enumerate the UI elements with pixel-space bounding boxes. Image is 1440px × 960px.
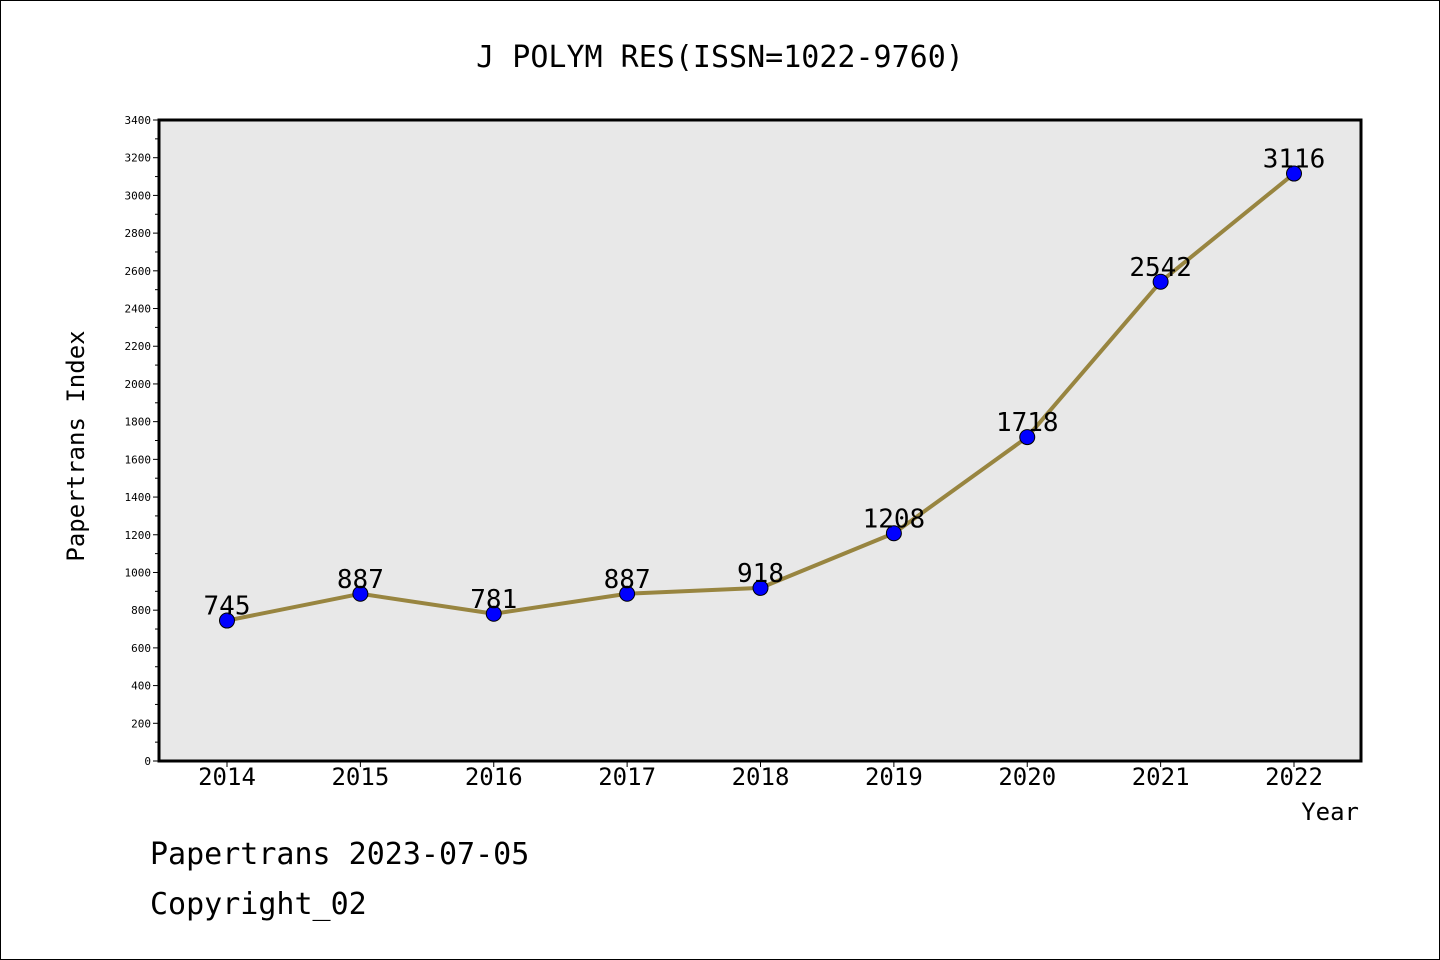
x-tick-label: 2014 — [198, 763, 256, 791]
footer-copyright: Copyright_02 — [150, 887, 367, 922]
data-point — [619, 585, 636, 602]
data-label: 3116 — [1263, 145, 1326, 175]
y-tick-label: 2800 — [125, 227, 152, 240]
y-tick-label: 200 — [131, 717, 151, 730]
plot-area — [159, 120, 1361, 761]
y-tick-label: 600 — [131, 642, 151, 655]
x-tick-label: 2019 — [865, 763, 923, 791]
y-axis-label: Papertrans Index — [62, 330, 90, 561]
y-tick-label: 1400 — [125, 491, 152, 504]
data-label: 2542 — [1129, 253, 1192, 283]
chart-title: J POLYM RES(ISSN=1022-9760) — [476, 40, 964, 75]
y-tick-label: 400 — [131, 680, 151, 693]
data-point — [219, 612, 235, 629]
data-point — [1019, 429, 1036, 446]
data-point — [885, 525, 902, 542]
y-axis-ticks: 0 200 400 600 800 1000 1200 1400 1600 1800 2000 220… — [125, 114, 159, 768]
y-tick-label: 2600 — [125, 265, 152, 278]
x-axis-label: Year — [1301, 798, 1359, 826]
data-label: 1208 — [863, 504, 926, 534]
x-tick-label: 2020 — [998, 763, 1056, 791]
x-tick-label: 2015 — [331, 763, 389, 791]
y-tick-label: 1600 — [125, 453, 152, 466]
y-tick-label: 1800 — [125, 416, 152, 429]
data-point — [1152, 273, 1169, 290]
y-tick-label: 3200 — [125, 152, 152, 165]
data-label: 781 — [470, 585, 517, 615]
data-points — [219, 165, 1302, 629]
footer-date: Papertrans 2023-07-05 — [150, 837, 529, 872]
data-point — [752, 579, 769, 596]
data-label: 887 — [604, 565, 651, 595]
data-label: 745 — [204, 592, 251, 622]
plot-border — [157, 118, 1363, 763]
y-tick-label: 3000 — [125, 189, 152, 202]
x-tick-label: 2022 — [1265, 763, 1323, 791]
y-tick-label: 3400 — [125, 114, 152, 127]
y-tick-label: 2400 — [125, 303, 152, 316]
y-tick-label: 1200 — [125, 529, 152, 542]
y-tick-label: 0 — [144, 755, 151, 768]
data-label: 887 — [337, 565, 384, 595]
data-point — [485, 605, 502, 622]
data-labels: 745 887 781 887 918 1208 1718 2542 3116 — [204, 145, 1326, 622]
x-axis-ticks: 2014 2015 2016 2017 2018 2019 2020 2021 2022 — [198, 761, 1323, 791]
y-tick-label: 2200 — [125, 340, 152, 353]
x-tick-label: 2021 — [1132, 763, 1190, 791]
y-tick-label: 800 — [131, 604, 151, 617]
data-point — [1286, 165, 1302, 182]
y-tick-label: 1000 — [125, 566, 152, 579]
x-tick-label: 2017 — [598, 763, 656, 791]
x-tick-label: 2016 — [465, 763, 523, 791]
x-tick-label: 2018 — [732, 763, 790, 791]
data-point — [352, 585, 369, 602]
y-tick-label: 2000 — [125, 378, 152, 391]
data-label: 1718 — [996, 408, 1059, 438]
data-label: 918 — [737, 559, 784, 589]
